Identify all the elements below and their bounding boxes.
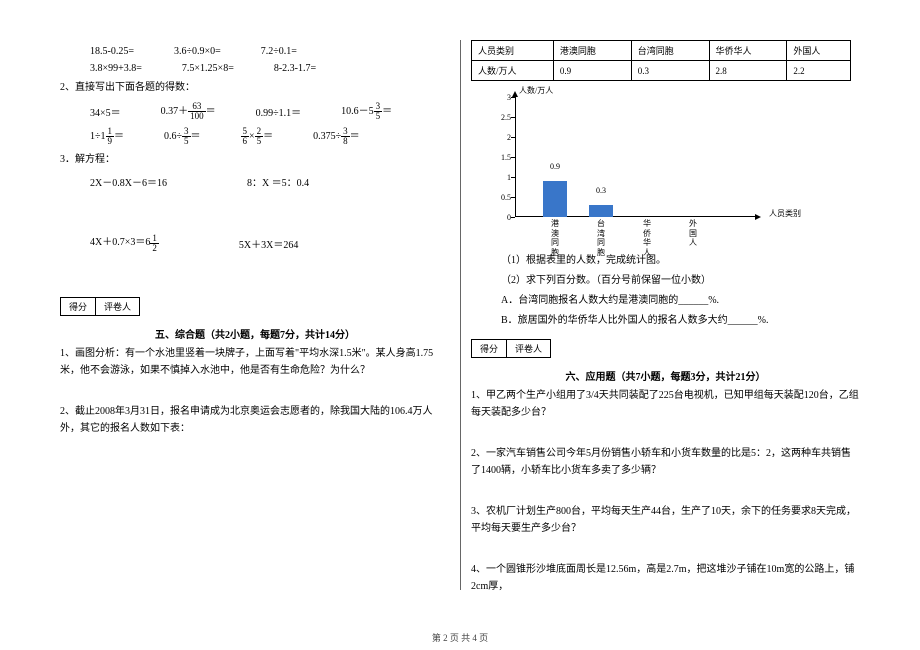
- sub-question: （1）根据表里的人数，完成统计图。: [471, 253, 860, 269]
- category-label: 华侨华人: [635, 219, 659, 257]
- grader-label: 评卷人: [96, 298, 139, 315]
- table-row: 人员类别 港澳同胞 台湾同胞 华侨华人 外国人: [472, 41, 851, 61]
- expr: 7.5×1.25×8=: [182, 63, 234, 74]
- calc-row: 3.8×99+3.8= 7.5×1.25×8= 8-2.3-1.7=: [90, 63, 450, 74]
- grader-label: 评卷人: [507, 340, 550, 357]
- question-text: 4、一个圆锥形沙堆底面周长是12.56m，高是2.7m，把这堆沙子铺在10m宽的…: [471, 561, 860, 595]
- expr: 4X＋0.7×3＝612: [90, 233, 159, 252]
- table-cell: 华侨华人: [709, 41, 787, 61]
- table-cell: 外国人: [787, 41, 851, 61]
- question-text: 2、一家汽车销售公司今年5月份销售小轿车和小货车数量的比是5：2，这两种车共销售…: [471, 445, 860, 479]
- y-tick-label: 0.5: [495, 193, 511, 202]
- chart-axes: 00.511.522.53 0.9港澳同胞0.3台湾同胞华侨华人外国人: [515, 97, 755, 217]
- section-5-title: 五、综合题（共2小题，每题7分，共计14分）: [60, 326, 450, 341]
- expr: 5X＋3X＝264: [239, 236, 298, 251]
- expr: 7.2÷0.1=: [261, 46, 297, 57]
- question-label: 2、直接写出下面各题的得数：: [60, 80, 450, 96]
- score-box: 得分 评卷人: [471, 339, 551, 358]
- calc-row: 34×5＝ 0.37＋63100＝ 0.99÷1.1＝ 10.6－535＝: [90, 102, 450, 121]
- sub-question: B．旅居国外的华侨华人比外国人的报名人数多大约______%.: [471, 313, 860, 329]
- expr: 0.99÷1.1＝: [256, 104, 302, 119]
- expr: 3.6÷0.9×0=: [174, 46, 221, 57]
- question-text: 2、截止2008年3月31日，报名申请成为北京奥运会志愿者的，除我国大陆的106…: [60, 403, 450, 437]
- table-row: 人数/万人 0.9 0.3 2.8 2.2: [472, 61, 851, 81]
- bar-chart: 人数/万人 人员类别 00.511.522.53 0.9港澳同胞0.3台湾同胞华…: [491, 87, 771, 247]
- calc-row: 18.5-0.25= 3.6÷0.9×0= 7.2÷0.1=: [90, 46, 450, 57]
- category-label: 台湾同胞: [589, 219, 613, 257]
- calc-row: 4X＋0.7×3＝612 5X＋3X＝264: [90, 233, 450, 252]
- expr: 1÷119＝: [90, 127, 124, 146]
- expr: 18.5-0.25=: [90, 46, 134, 57]
- table-cell: 港澳同胞: [553, 41, 631, 61]
- table-cell: 台湾同胞: [631, 41, 709, 61]
- chart-bar: [589, 205, 613, 217]
- category-label: 港澳同胞: [543, 219, 567, 257]
- table-cell: 0.3: [631, 61, 709, 81]
- left-column: 18.5-0.25= 3.6÷0.9×0= 7.2÷0.1= 3.8×99+3.…: [50, 40, 460, 590]
- table-cell: 人员类别: [472, 41, 554, 61]
- question-text: 1、甲乙两个生产小组用了3/4天共同装配了225台电视机，已知甲组每天装配120…: [471, 387, 860, 421]
- right-column: 人员类别 港澳同胞 台湾同胞 华侨华人 外国人 人数/万人 0.9 0.3 2.…: [460, 40, 870, 590]
- table-cell: 2.2: [787, 61, 851, 81]
- question-text: 3、农机厂计划生产800台，平均每天生产44台，生产了10天，余下的任务要求8天…: [471, 503, 860, 537]
- expr: 10.6－535＝: [341, 102, 392, 121]
- table-cell: 0.9: [553, 61, 631, 81]
- bar-value-label: 0.9: [543, 162, 567, 171]
- y-tick-label: 2.5: [495, 113, 511, 122]
- calc-row: 2X－0.8X－6＝16 8：X ＝5：0.4: [90, 174, 450, 189]
- score-label: 得分: [472, 340, 507, 357]
- category-label: 外国人: [681, 219, 705, 248]
- x-axis-label: 人员类别: [769, 208, 801, 219]
- y-tick-label: 2: [495, 133, 511, 142]
- y-tick-label: 1: [495, 173, 511, 182]
- sub-question: A．台湾同胞报名人数大约是港澳同胞的______%.: [471, 293, 860, 309]
- expr: 0.37＋63100＝: [161, 102, 216, 121]
- expr: 0.6÷35＝: [164, 127, 201, 146]
- expr: 0.375÷38＝: [313, 127, 360, 146]
- score-label: 得分: [61, 298, 96, 315]
- question-label: 3．解方程：: [60, 152, 450, 168]
- y-tick-label: 0: [495, 213, 511, 222]
- table-cell: 人数/万人: [472, 61, 554, 81]
- arrow-right-icon: [755, 214, 761, 220]
- table-cell: 2.8: [709, 61, 787, 81]
- data-table: 人员类别 港澳同胞 台湾同胞 华侨华人 外国人 人数/万人 0.9 0.3 2.…: [471, 40, 851, 81]
- sub-question: （2）求下列百分数。（百分号前保留一位小数）: [471, 273, 860, 289]
- page-footer: 第 2 页 共 4 页: [0, 631, 920, 644]
- expr: 56×25＝: [241, 127, 274, 146]
- bar-value-label: 0.3: [589, 186, 613, 195]
- expr: 3.8×99+3.8=: [90, 63, 142, 74]
- calc-row: 1÷119＝ 0.6÷35＝ 56×25＝ 0.375÷38＝: [90, 127, 450, 146]
- chart-bar: [543, 181, 567, 217]
- expr: 34×5＝: [90, 104, 121, 119]
- expr: 2X－0.8X－6＝16: [90, 174, 167, 189]
- y-tick-label: 3: [495, 93, 511, 102]
- question-text: 1、画图分析：有一个水池里竖着一块牌子，上面写着"平均水深1.5米"。某人身高1…: [60, 345, 450, 379]
- expr: 8：X ＝5：0.4: [247, 174, 309, 189]
- y-axis-label: 人数/万人: [519, 85, 553, 96]
- score-box: 得分 评卷人: [60, 297, 140, 316]
- section-6-title: 六、应用题（共7小题，每题3分，共计21分）: [471, 368, 860, 383]
- expr: 8-2.3-1.7=: [274, 63, 316, 74]
- y-tick-label: 1.5: [495, 153, 511, 162]
